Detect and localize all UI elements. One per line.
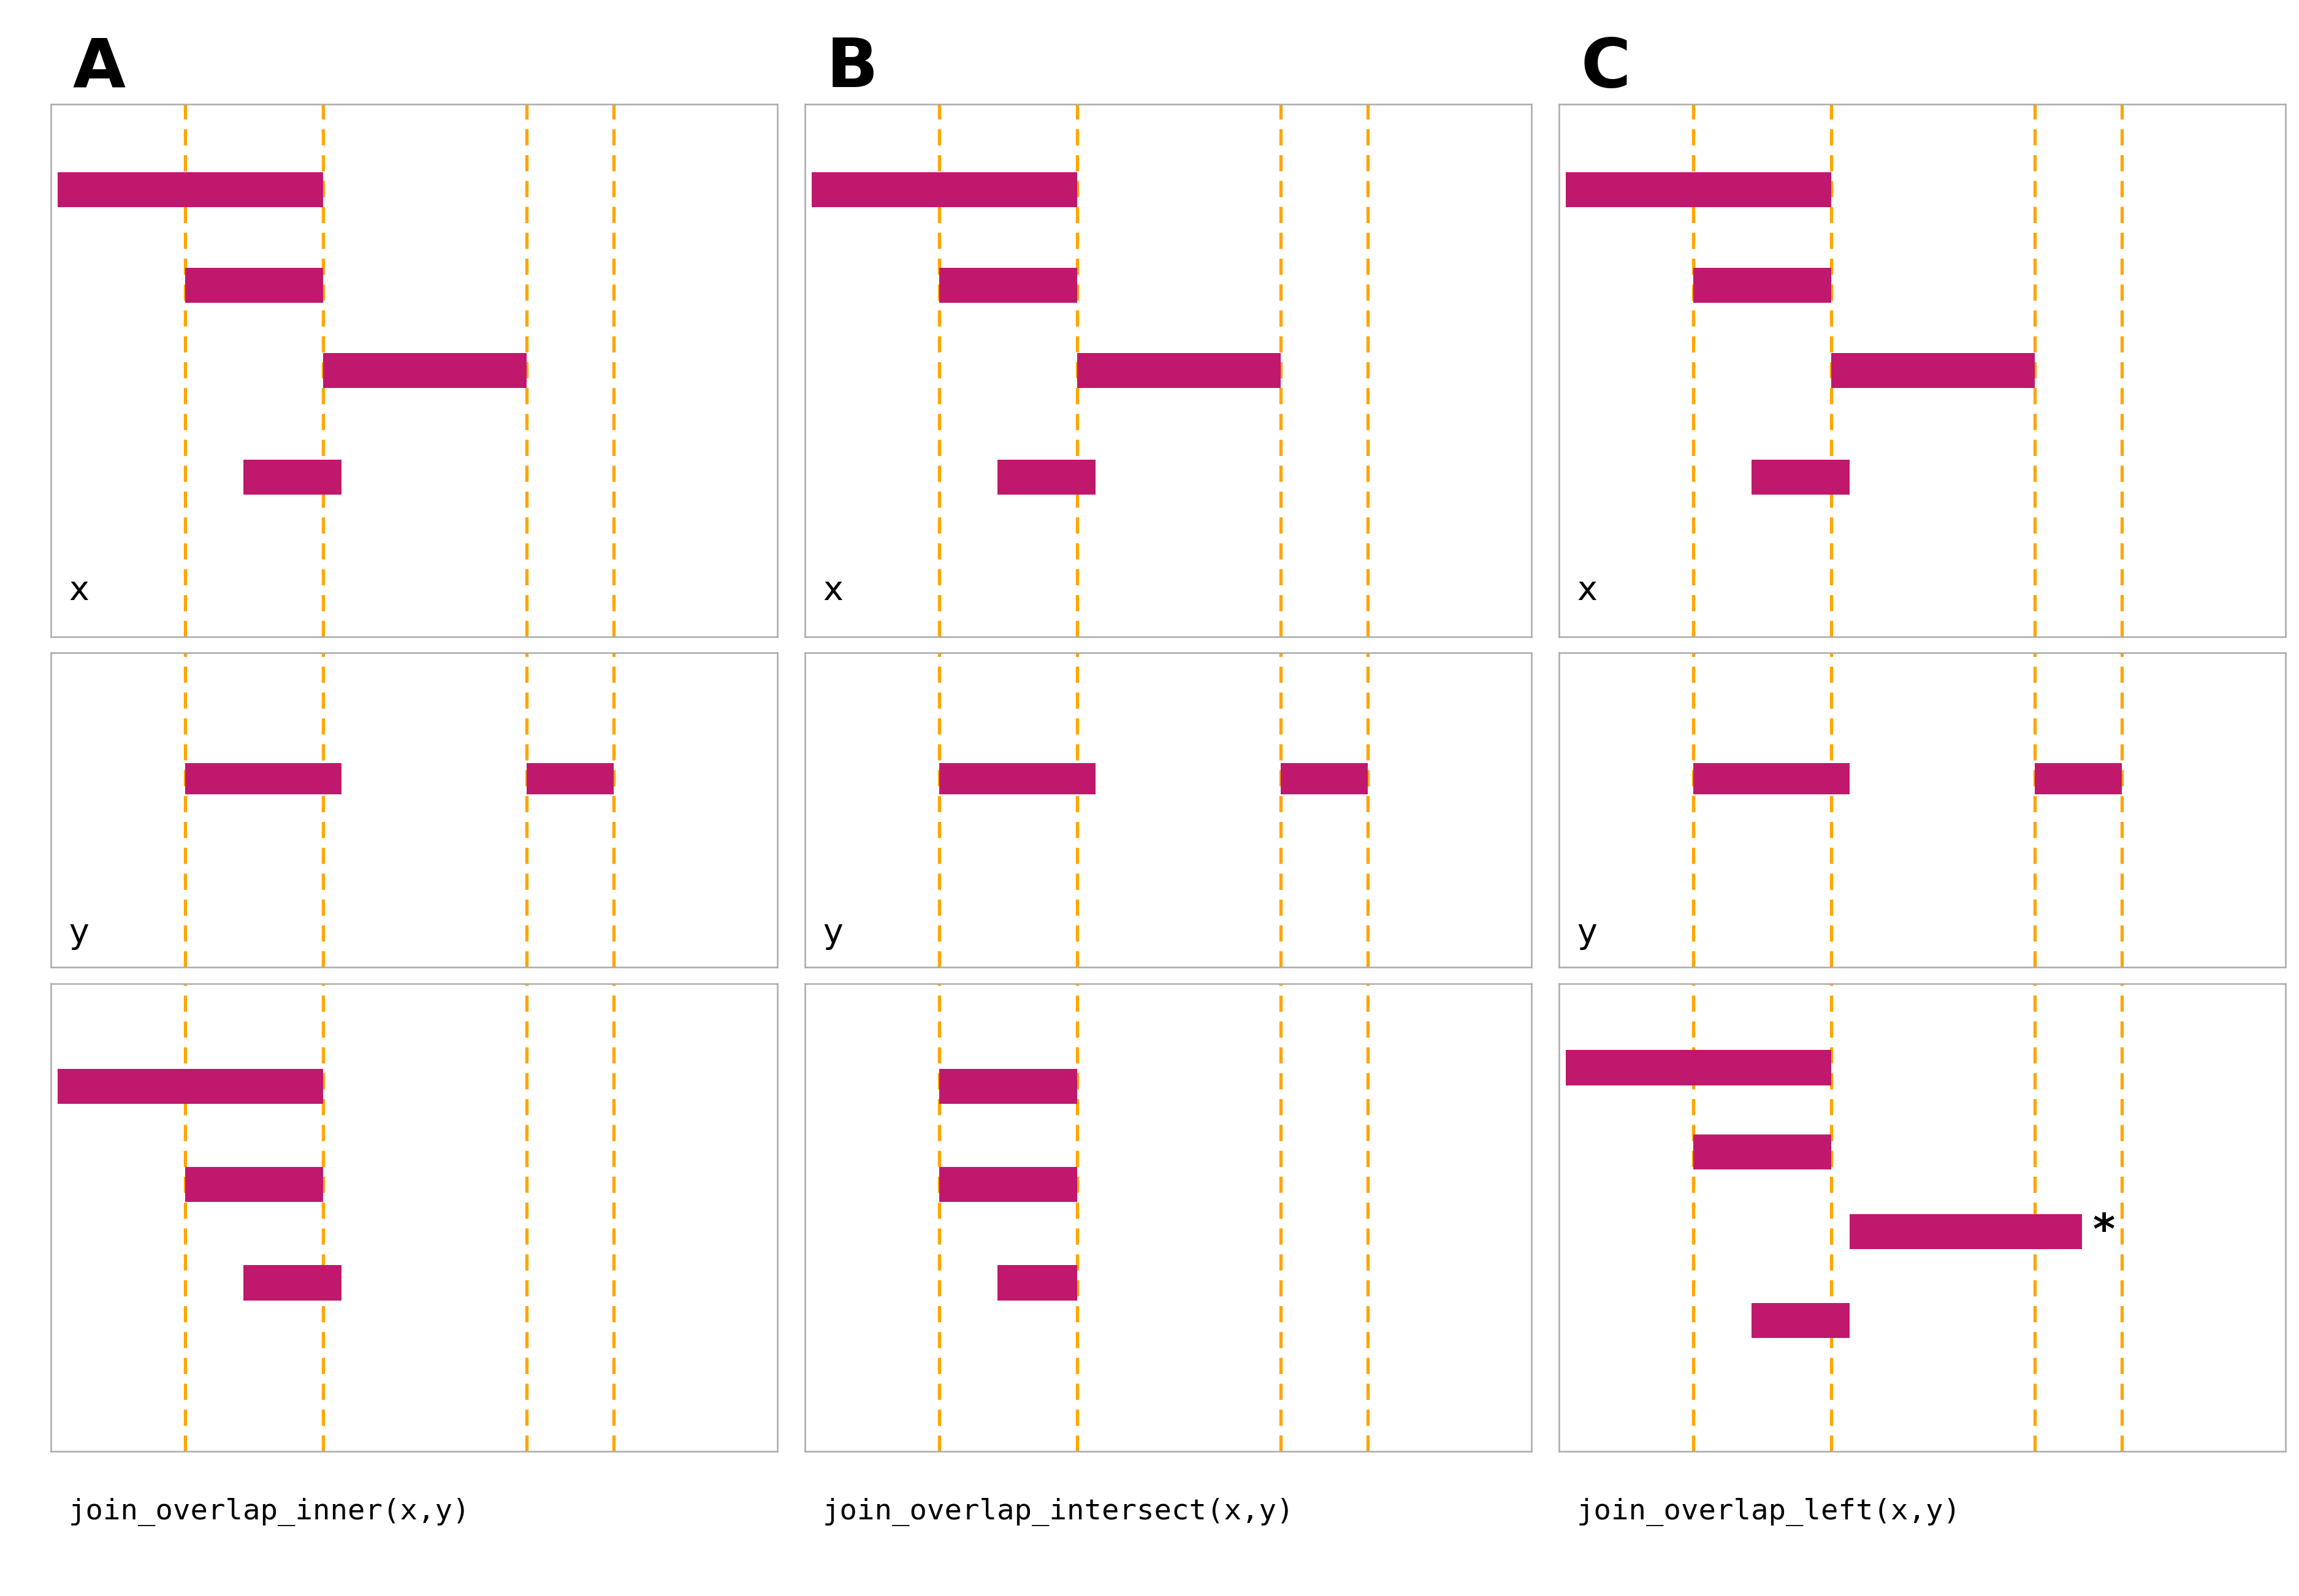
- Bar: [998, 460, 1094, 495]
- Bar: [1848, 1215, 2083, 1250]
- Text: join_overlap_intersect(x,y): join_overlap_intersect(x,y): [823, 1497, 1294, 1526]
- Bar: [184, 763, 340, 795]
- Bar: [322, 353, 526, 388]
- Text: A: A: [71, 35, 124, 101]
- Bar: [1281, 763, 1368, 795]
- Bar: [1692, 763, 1848, 795]
- Bar: [57, 172, 322, 207]
- Bar: [1692, 268, 1830, 303]
- Text: y: y: [69, 918, 90, 950]
- Bar: [244, 460, 340, 495]
- Bar: [1076, 353, 1281, 388]
- Bar: [812, 172, 1076, 207]
- Bar: [1692, 1135, 1830, 1170]
- Bar: [938, 1069, 1076, 1104]
- Bar: [1566, 172, 1830, 207]
- Text: join_overlap_left(x,y): join_overlap_left(x,y): [1577, 1497, 1961, 1526]
- Bar: [938, 1167, 1076, 1202]
- Bar: [938, 763, 1094, 795]
- Bar: [184, 268, 322, 303]
- Bar: [184, 1167, 322, 1202]
- Text: x: x: [69, 575, 90, 608]
- Bar: [57, 1069, 322, 1104]
- Text: y: y: [1577, 918, 1598, 950]
- Bar: [1752, 1302, 1848, 1337]
- Text: *: *: [2092, 1211, 2115, 1251]
- Bar: [1752, 460, 1848, 495]
- Text: x: x: [823, 575, 844, 608]
- Bar: [1566, 1050, 1830, 1085]
- Bar: [998, 1266, 1076, 1301]
- Bar: [2035, 763, 2122, 795]
- Bar: [1830, 353, 2035, 388]
- Text: join_overlap_inner(x,y): join_overlap_inner(x,y): [69, 1497, 471, 1526]
- Text: x: x: [1577, 575, 1598, 608]
- Bar: [244, 1266, 340, 1301]
- Text: y: y: [823, 918, 844, 950]
- Bar: [938, 268, 1076, 303]
- Bar: [526, 763, 614, 795]
- Text: C: C: [1579, 35, 1630, 101]
- Text: B: B: [825, 35, 878, 101]
